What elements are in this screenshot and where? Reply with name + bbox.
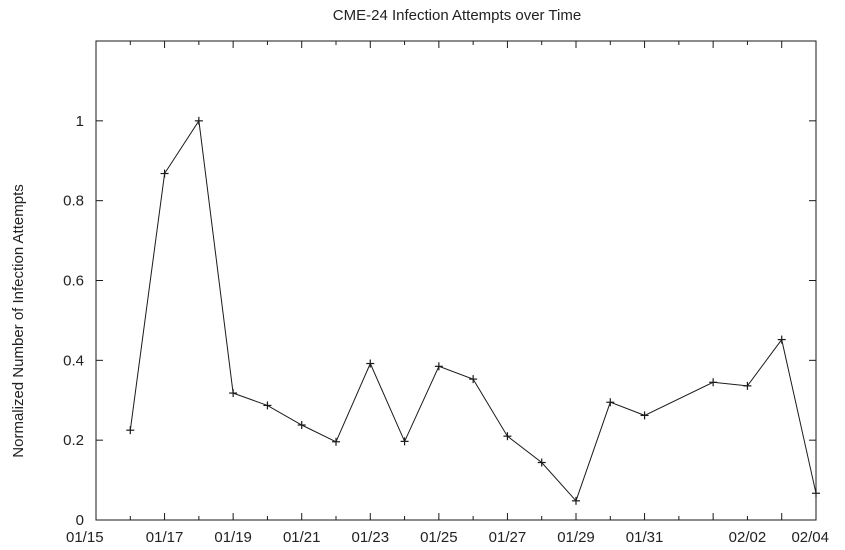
data-point-marker [812, 489, 820, 498]
data-point-marker [743, 381, 752, 390]
data-point-marker [606, 398, 615, 407]
x-tick-label: 01/29 [557, 529, 595, 546]
y-axis: 0 0.2 0.4 0.6 0.8 1 [63, 40, 816, 529]
x-axis: 01/15 01/17 01/19 01/21 01/23 01/25 01/27 01/29… [66, 41, 829, 546]
data-point-marker [503, 432, 512, 441]
x-tick-label: 01/25 [420, 529, 458, 546]
x-tick-label: 01/27 [489, 529, 527, 546]
series-line [129, 119, 817, 502]
data-point-marker [434, 362, 443, 371]
data-point-marker [160, 169, 169, 178]
data-point-marker [469, 375, 478, 384]
data-point-marker [400, 437, 409, 446]
data-point-marker [229, 389, 238, 398]
data-point-marker [297, 420, 306, 429]
data-point-marker [126, 426, 135, 435]
data-point-marker [777, 335, 786, 344]
y-tick-label: 0.6 [63, 273, 84, 290]
data-point-marker [537, 458, 546, 467]
data-point-marker [263, 401, 272, 410]
y-tick-label: 0.4 [63, 352, 84, 369]
x-tick-label: 01/15 [66, 529, 104, 546]
y-axis-label: Normalized Number of Infection Attempts [10, 184, 27, 457]
data-point-marker [332, 437, 340, 446]
y-tick-label: 0 [76, 512, 84, 529]
plot-frame [95, 40, 817, 521]
data-point-marker [709, 378, 718, 387]
x-tick-label: 01/21 [283, 529, 321, 546]
series-layer [126, 116, 820, 505]
x-tick-label: 02/02 [729, 529, 767, 546]
y-tick-label: 1 [76, 113, 84, 130]
x-tick-label: 01/19 [214, 529, 252, 546]
x-tick-label: 01/23 [352, 529, 390, 546]
x-tick-label: 02/04 [791, 529, 829, 546]
y-tick-label: 0.2 [63, 432, 84, 449]
y-tick-label: 0.8 [63, 193, 84, 210]
data-point-marker [572, 496, 580, 505]
data-point-marker [366, 359, 375, 368]
x-tick-label: 01/31 [626, 529, 664, 546]
data-point-marker [640, 411, 649, 420]
data-point-marker [194, 116, 203, 125]
chart-title: CME-24 Infection Attempts over Time [333, 7, 581, 24]
x-tick-label: 01/17 [146, 529, 184, 546]
